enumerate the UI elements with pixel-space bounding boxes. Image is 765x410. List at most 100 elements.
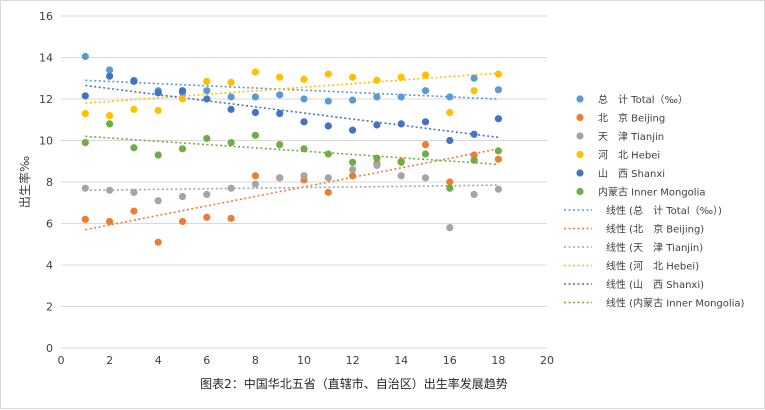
data-point bbox=[203, 190, 211, 199]
data-point bbox=[446, 136, 454, 145]
trendline bbox=[85, 79, 499, 100]
x-tick-label: 18 bbox=[491, 354, 505, 367]
data-point bbox=[251, 131, 259, 139]
data-point bbox=[494, 185, 502, 193]
data-point bbox=[227, 78, 235, 86]
data-point bbox=[397, 93, 405, 101]
data-point bbox=[227, 138, 235, 147]
data-point bbox=[130, 77, 138, 85]
data-point bbox=[276, 141, 284, 149]
data-point bbox=[446, 184, 454, 192]
legend-label: 总 计 Total（‰） bbox=[598, 93, 688, 106]
data-point bbox=[349, 158, 357, 166]
data-point bbox=[251, 68, 259, 76]
data-point bbox=[300, 75, 308, 83]
data-point bbox=[81, 52, 89, 61]
data-point bbox=[349, 165, 357, 174]
x-tick-label: 12 bbox=[346, 354, 360, 367]
data-point bbox=[203, 213, 211, 221]
legend-marker bbox=[576, 169, 584, 177]
data-point bbox=[470, 156, 478, 164]
data-point bbox=[251, 172, 259, 180]
data-point bbox=[130, 188, 138, 196]
data-point bbox=[446, 93, 454, 101]
data-point bbox=[470, 87, 478, 95]
data-point bbox=[203, 95, 211, 103]
data-point bbox=[446, 108, 454, 117]
data-point bbox=[178, 145, 187, 153]
data-point bbox=[106, 72, 114, 80]
data-point bbox=[324, 174, 332, 182]
legend-label: 山 西 Shanxi bbox=[598, 168, 665, 180]
data-point bbox=[106, 112, 114, 120]
data-point bbox=[494, 115, 502, 123]
data-point bbox=[300, 145, 308, 153]
x-tick-label: 4 bbox=[155, 354, 162, 367]
data-point bbox=[203, 87, 211, 95]
trendline bbox=[85, 72, 499, 104]
data-point bbox=[154, 151, 162, 159]
data-point bbox=[349, 172, 357, 180]
chart-caption: 图表2：中国华北五省（直辖市、自治区）出生率发展趋势 bbox=[200, 376, 508, 391]
data-point bbox=[203, 134, 211, 143]
data-point bbox=[324, 70, 332, 78]
data-point bbox=[178, 87, 187, 95]
data-point bbox=[251, 108, 259, 117]
legend-label: 线性 (总 计 Total（‰）) bbox=[606, 204, 722, 217]
data-point bbox=[470, 74, 478, 82]
data-point bbox=[178, 217, 187, 226]
data-point bbox=[106, 217, 114, 226]
data-point bbox=[421, 87, 430, 95]
data-point bbox=[251, 93, 259, 101]
data-point bbox=[106, 186, 114, 194]
legend-marker bbox=[576, 95, 584, 103]
data-point bbox=[470, 130, 478, 138]
legend-marker bbox=[576, 150, 584, 159]
legend-label: 北 京 Beijing bbox=[598, 112, 665, 125]
legend-marker bbox=[576, 132, 584, 140]
data-point bbox=[421, 71, 430, 79]
x-tick-label: 0 bbox=[58, 354, 65, 367]
data-point bbox=[324, 188, 332, 196]
data-point bbox=[300, 172, 308, 180]
data-point bbox=[421, 174, 430, 182]
data-point bbox=[203, 77, 211, 85]
data-point bbox=[300, 95, 308, 103]
data-point bbox=[154, 238, 162, 246]
data-point bbox=[81, 215, 89, 223]
data-point bbox=[81, 109, 89, 118]
data-point bbox=[178, 192, 187, 201]
data-point bbox=[446, 224, 454, 232]
data-point bbox=[81, 92, 89, 100]
legend-label: 线性 (山 西 Shanxi) bbox=[606, 278, 704, 291]
data-point bbox=[373, 76, 381, 84]
x-tick-label: 2 bbox=[106, 354, 113, 367]
data-point bbox=[324, 150, 332, 158]
data-point bbox=[349, 96, 357, 104]
x-tick-label: 14 bbox=[394, 354, 408, 367]
y-tick-label: 6 bbox=[46, 218, 53, 231]
data-point bbox=[81, 184, 89, 192]
data-point bbox=[227, 105, 235, 113]
y-tick-label: 10 bbox=[39, 135, 53, 148]
legend-marker bbox=[576, 113, 584, 122]
data-point bbox=[130, 144, 138, 152]
data-point bbox=[494, 86, 502, 94]
data-point bbox=[494, 155, 502, 163]
data-point bbox=[494, 70, 502, 78]
y-tick-label: 16 bbox=[39, 10, 53, 23]
y-tick-label: 0 bbox=[46, 342, 53, 355]
y-axis-label: 出生率‰ bbox=[17, 156, 32, 208]
legend-label: 线性 (内蒙古 Inner Mongolia) bbox=[606, 297, 745, 310]
data-point bbox=[227, 214, 235, 222]
data-point bbox=[494, 147, 502, 155]
data-point bbox=[178, 95, 187, 103]
data-point bbox=[397, 73, 405, 81]
data-point bbox=[154, 106, 162, 115]
data-point bbox=[349, 73, 357, 81]
x-tick-label: 16 bbox=[443, 354, 457, 367]
legend-label: 线性 (北 京 Beijing) bbox=[606, 223, 704, 236]
trendline bbox=[85, 84, 499, 139]
data-point bbox=[276, 73, 284, 81]
